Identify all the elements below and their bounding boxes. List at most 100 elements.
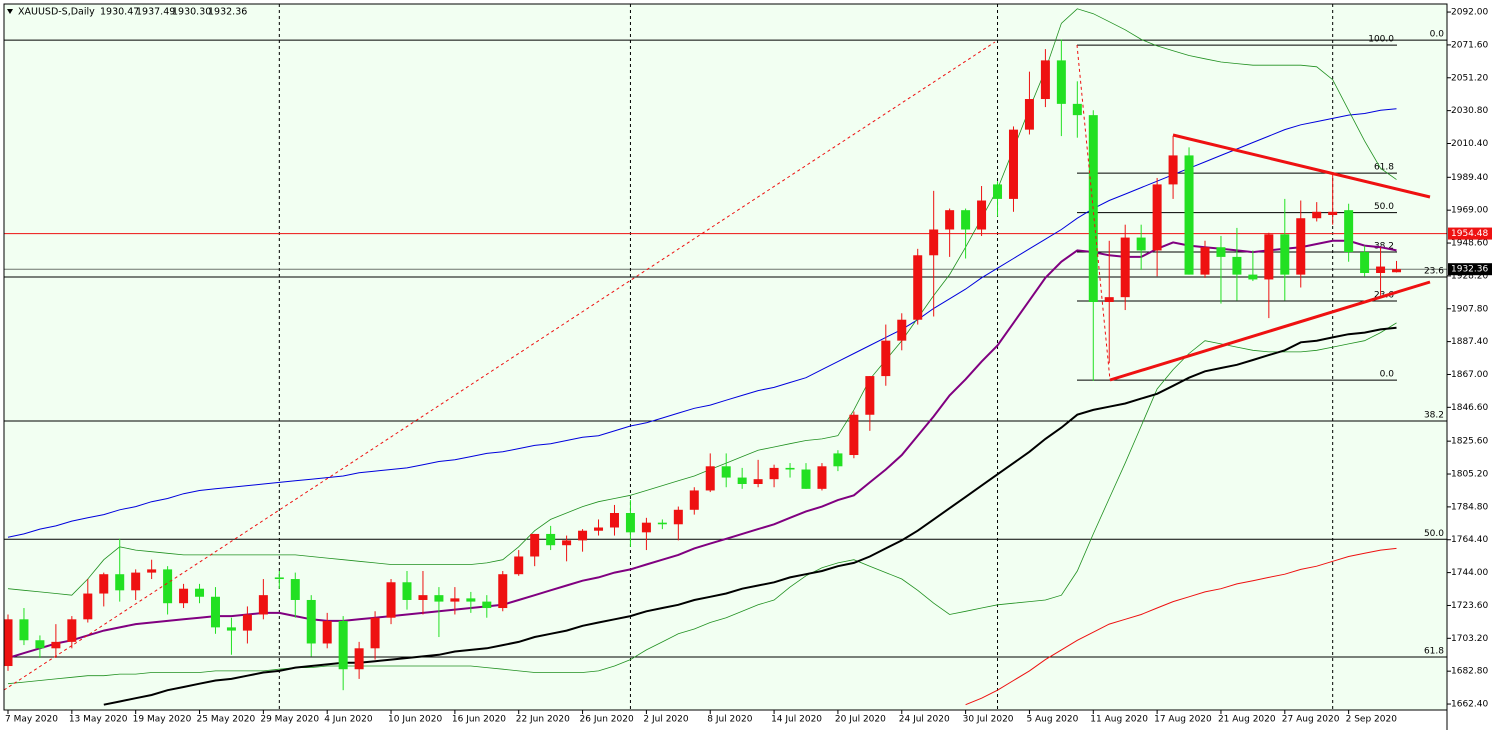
candle-body [897,319,907,341]
x-tick-label: 14 Jul 2020 [771,715,822,725]
candle-body [721,466,731,478]
candle-body [753,479,763,485]
y-tick-label: 1887.40 [1451,337,1488,347]
support-line [1109,280,1431,382]
candle-body [1056,60,1066,104]
candle-body [131,572,141,591]
candle-body [737,477,747,485]
candle-body [641,522,651,533]
candle-body [1040,60,1050,100]
candle-body [338,620,348,670]
axis-layer: 2092.00 2071.60 2051.20 2030.80 2010.40 1989.… [5,8,1492,725]
candle-body [450,598,460,602]
candle-body [705,466,715,491]
candle-body [498,574,508,609]
candle-body [1296,218,1306,275]
indicator-line [103,326,1397,706]
candle-body [274,577,284,580]
y-tick-label: 2092.00 [1451,8,1488,18]
y-tick-label: 1948.60 [1451,239,1488,249]
indicator-line [7,322,1397,685]
candle-body [945,210,955,230]
trend-line-dotted [3,41,996,691]
candle-body [689,490,699,510]
y-tick-label: 1867.00 [1451,370,1488,380]
candle-body [1248,274,1258,280]
candle-body [1120,237,1130,298]
fib-level-label: 0.0 [1430,30,1445,40]
x-tick-label: 20 Jul 2020 [835,715,886,725]
candle-body [163,569,173,604]
candle-body [1312,211,1322,219]
y-tick-label: 1764.40 [1451,535,1488,545]
x-tick-label: 25 May 2020 [197,715,256,725]
candle-body [195,588,205,597]
fib-level-label: 61.8 [1374,163,1394,173]
candle-body [1376,266,1386,273]
candle-body [1344,210,1354,253]
candle-body [977,200,987,230]
candle-body [1072,103,1082,116]
candle-body [1024,99,1034,130]
y-tick-label: 1969.00 [1451,206,1488,216]
fib-level-label: 38.2 [1374,242,1394,252]
candle-body [354,648,364,670]
x-tick-label: 5 Aug 2020 [1026,715,1078,725]
y-tick-label: 1846.60 [1451,403,1488,413]
candle-body [833,453,843,467]
candle-body [35,640,45,649]
x-tick-label: 4 Jun 2020 [324,715,373,725]
header-value: 1930.47 [100,7,139,18]
price-line-box [1448,227,1492,240]
x-tick-label: 26 Jun 2020 [580,715,634,725]
candle-body [578,530,588,541]
candle-body [849,414,859,456]
resistance-line [1172,133,1431,199]
indicator-line [7,239,1397,659]
candle-body [1008,129,1018,199]
x-tick-label: 21 Aug 2020 [1218,715,1276,725]
current-price-label: 1932.36 [1451,265,1488,275]
candle-body [179,588,189,604]
x-tick-label: 22 Jun 2020 [516,715,570,725]
candle-body [609,513,619,528]
indicator-layer [7,8,1397,706]
candle-body [418,595,428,600]
candle-body [673,509,683,525]
price-line-label: 1954.48 [1451,229,1488,239]
candle-body [147,569,157,573]
x-tick-label: 19 May 2020 [133,715,192,725]
x-tick-label: 16 Jun 2020 [452,715,506,725]
candle-body [1280,234,1290,275]
candle-body [99,574,109,594]
menu-triangle [7,9,13,14]
x-tick-label: 29 May 2020 [260,715,319,725]
y-tick-label: 1662.40 [1451,700,1488,710]
y-tick-label: 1784.80 [1451,502,1488,512]
x-tick-label: 11 Aug 2020 [1090,715,1148,725]
candle-body [881,340,891,377]
fib-level-label: 61.8 [1424,647,1444,657]
indicator-line [7,8,1397,596]
y-tick-label: 2051.20 [1451,73,1488,83]
y-tick-label: 2071.60 [1451,40,1488,50]
drawings-layer [3,41,1431,691]
fib-level-label: 38.2 [1424,411,1444,421]
candle-body [83,593,93,620]
indicator-line [965,547,1397,706]
candle-body [546,533,556,546]
candle-body [769,467,779,480]
current-price-box [1448,263,1492,276]
y-tick-label: 1744.00 [1451,568,1488,578]
candle-body [51,641,61,649]
candle-body [514,556,524,575]
candle-body [562,540,572,546]
candle-body [913,255,923,320]
x-tick-label: 27 Aug 2020 [1282,715,1340,725]
candle-body [370,617,380,649]
candle-body [1360,252,1370,273]
candle-body [657,522,667,525]
x-tick-label: 30 Jul 2020 [963,715,1014,725]
candle-body [993,184,1003,199]
